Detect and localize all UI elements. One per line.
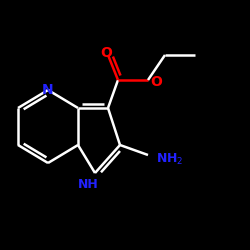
Text: N: N xyxy=(42,83,54,97)
Text: NH$_2$: NH$_2$ xyxy=(156,152,183,166)
Text: O: O xyxy=(100,46,112,60)
Text: O: O xyxy=(150,75,162,89)
Text: NH: NH xyxy=(78,178,98,192)
